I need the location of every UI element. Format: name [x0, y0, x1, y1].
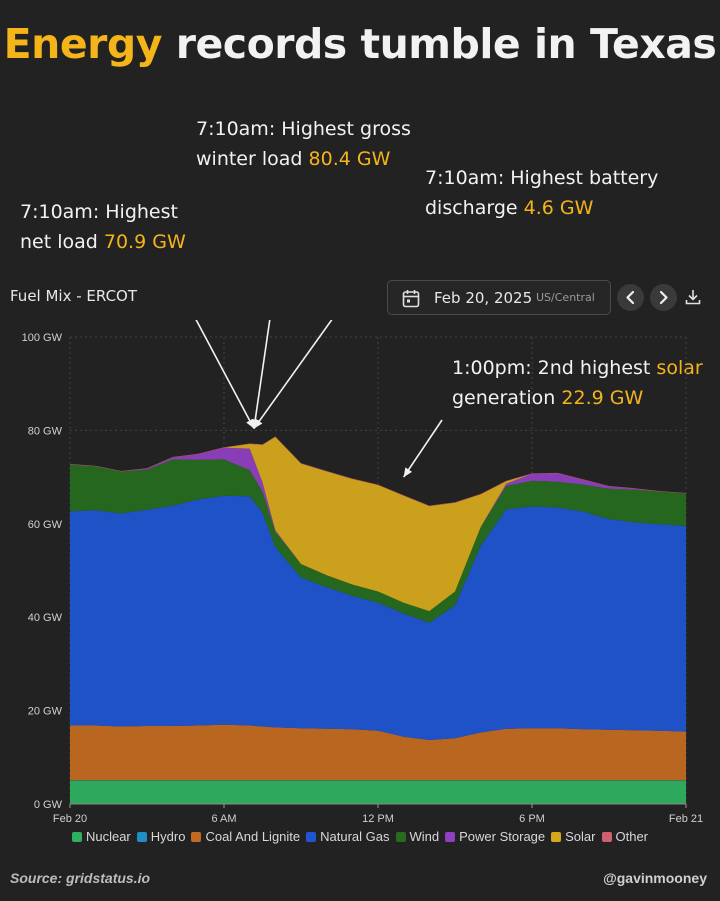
- annotation-arrows: [195, 320, 443, 478]
- annotation-line: net load: [20, 231, 98, 253]
- date-value: Feb 20, 2025: [434, 289, 533, 307]
- x-tick-label: 12 PM: [362, 813, 394, 825]
- legend-label: Solar: [565, 829, 596, 844]
- annotation-highlight: solar: [656, 357, 703, 379]
- annotation-line: 7:10am: Highest gross: [196, 118, 411, 140]
- annotation-line: discharge: [425, 197, 518, 219]
- chart-headline: Energy records tumble in Texas: [0, 20, 720, 68]
- headline-rest: records tumble in Texas: [175, 20, 717, 68]
- fuel-mix-chart: 0 GW 20 GW 40 GW 60 GW 80 GW 100 GW Feb 20 6 AM…: [22, 320, 703, 825]
- series-area-solar: [70, 436, 686, 612]
- annotation-arrow: [253, 320, 333, 429]
- annotation-value: 4.6 GW: [523, 197, 594, 219]
- legend-item-power-storage[interactable]: Power Storage: [445, 829, 545, 844]
- y-tick-label: 80 GW: [28, 425, 63, 437]
- legend-label: Coal And Lignite: [205, 829, 301, 844]
- annotation-solar: 1:00pm: 2nd highest solar generation 22.…: [452, 353, 703, 413]
- calendar-icon: [402, 290, 420, 308]
- legend-item-nuclear[interactable]: Nuclear: [71, 829, 131, 844]
- series-area-natural-gas: [70, 495, 686, 740]
- author-handle: @gavinmooney: [603, 870, 707, 886]
- legend-item-solar[interactable]: Solar: [551, 829, 596, 844]
- legend-item-natural-gas[interactable]: Natural Gas: [306, 829, 390, 844]
- x-tick-label: Feb 21: [669, 813, 703, 825]
- annotation-arrow: [195, 320, 255, 429]
- annotation-line: generation: [452, 387, 556, 409]
- legend-swatch: [601, 832, 612, 842]
- legend-swatch: [191, 832, 202, 842]
- annotation-line: 1:00pm: 2nd highest: [452, 357, 651, 379]
- chevron-right-icon: [659, 290, 668, 305]
- y-tick-label: 40 GW: [28, 612, 63, 624]
- legend-label: Power Storage: [459, 829, 546, 844]
- legend-label: Other: [615, 829, 649, 844]
- annotation-value: 80.4 GW: [308, 148, 391, 170]
- source-credit: Source: gridstatus.io: [10, 870, 151, 886]
- chart-legend: Nuclear Hydro Coal And Lignite Natural Gas W…: [0, 829, 720, 844]
- annotation-arrowhead: [403, 467, 413, 478]
- prev-day-button[interactable]: [617, 284, 644, 311]
- annotation-net-load: 7:10am: Highest net load 70.9 GW: [20, 197, 186, 257]
- annotation-gross-load: 7:10am: Highest gross winter load 80.4 G…: [196, 114, 411, 174]
- legend-swatch: [445, 832, 456, 842]
- legend-item-wind[interactable]: Wind: [395, 829, 440, 844]
- annotation-line: winter load: [196, 148, 303, 170]
- y-tick-label: 0 GW: [34, 799, 63, 811]
- x-tick-label: 6 AM: [211, 813, 236, 825]
- legend-swatch: [306, 832, 317, 842]
- y-tick-label: 20 GW: [28, 706, 63, 718]
- annotation-line: 7:10am: Highest: [20, 201, 178, 223]
- annotation-arrow: [253, 320, 271, 429]
- annotation-line: 7:10am: Highest battery: [425, 167, 659, 189]
- legend-label: Hydro: [150, 829, 186, 844]
- date-picker[interactable]: Feb 20, 2025 US/Central: [387, 280, 611, 315]
- x-tick-label: 6 PM: [519, 813, 545, 825]
- legend-label: Natural Gas: [320, 829, 390, 844]
- legend-swatch: [71, 832, 82, 842]
- series-area-nuclear: [70, 780, 686, 804]
- y-tick-label: 60 GW: [28, 519, 63, 531]
- legend-label: Wind: [409, 829, 440, 844]
- annotation-arrow: [403, 419, 443, 478]
- legend-item-other[interactable]: Other: [601, 829, 649, 844]
- download-icon[interactable]: [684, 288, 702, 306]
- headline-highlight: Energy: [3, 20, 163, 68]
- legend-swatch: [551, 832, 562, 842]
- annotation-battery: 7:10am: Highest battery discharge 4.6 GW: [425, 163, 658, 223]
- series-area-wind: [70, 459, 686, 623]
- legend-label: Nuclear: [85, 829, 131, 844]
- annotation-value: 22.9 GW: [561, 387, 644, 409]
- chart-areas: [70, 436, 686, 804]
- x-tick-label: Feb 20: [53, 813, 87, 825]
- next-day-button[interactable]: [650, 284, 677, 311]
- annotation-arrowhead: [253, 418, 263, 429]
- y-tick-label: 100 GW: [22, 332, 63, 344]
- chevron-left-icon: [626, 290, 635, 305]
- series-area-coal-and-lignite: [70, 724, 686, 781]
- legend-swatch: [395, 832, 406, 842]
- legend-item-coal-and-lignite[interactable]: Coal And Lignite: [191, 829, 300, 844]
- timezone-label: US/Central: [536, 291, 595, 304]
- chart-axes: 0 GW 20 GW 40 GW 60 GW 80 GW 100 GW Feb 20 6 AM…: [22, 332, 703, 825]
- legend-swatch: [136, 832, 147, 842]
- chart-title: Fuel Mix - ERCOT: [10, 287, 138, 305]
- annotation-value: 70.9 GW: [103, 231, 186, 253]
- legend-item-hydro[interactable]: Hydro: [136, 829, 186, 844]
